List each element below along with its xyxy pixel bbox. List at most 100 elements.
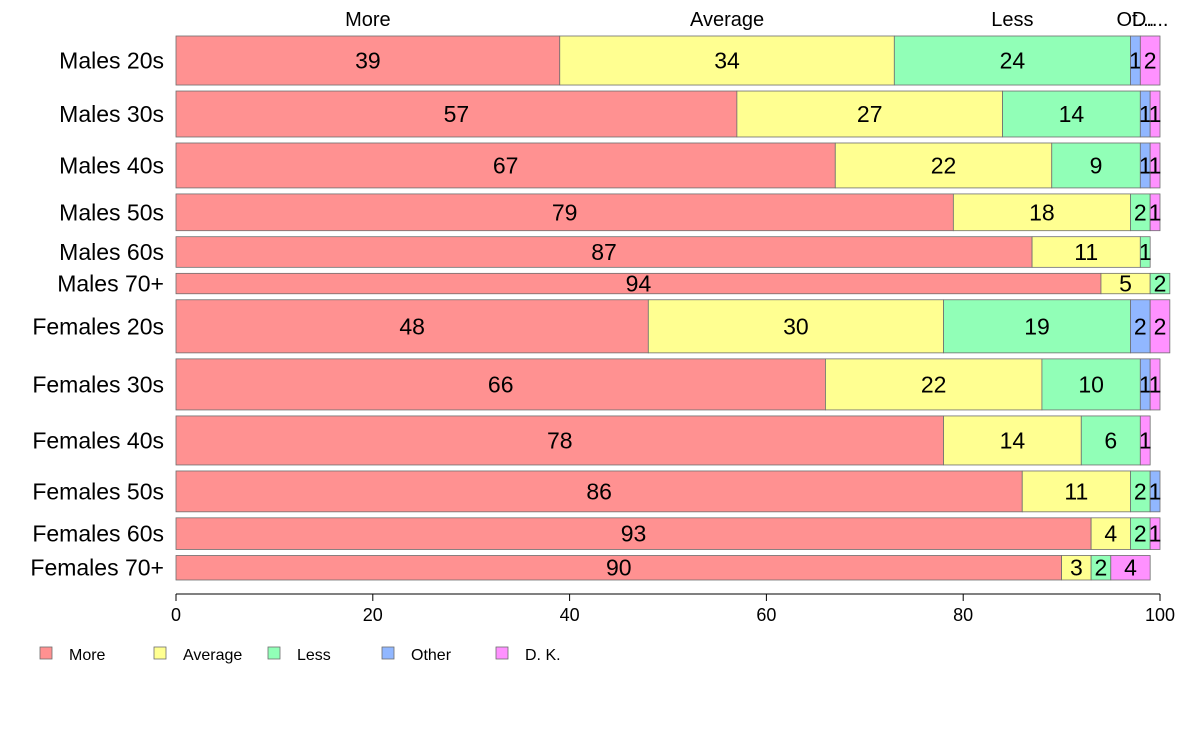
row-label-males-60s: Males 60s <box>59 239 164 265</box>
bar-segment-males-20s-average <box>559 35 895 86</box>
bar-segment-females-60s-d-k <box>1149 517 1161 550</box>
bar-segment-males-30s-d-k <box>1149 90 1161 138</box>
bar-value-label: 22 <box>921 371 947 397</box>
bar-value-label: 67 <box>493 152 519 178</box>
bar-value-label: 78 <box>547 427 573 453</box>
bar-value-label: 34 <box>714 48 740 74</box>
bar-segment-females-20s-d-k <box>1149 299 1171 354</box>
top-category-labels: More Average Less Ot...D.... <box>345 9 1168 31</box>
x-tick-label: 20 <box>363 605 383 625</box>
bar-value-label: 39 <box>355 48 381 74</box>
bar-value-label: 10 <box>1078 371 1104 397</box>
bar-value-label: 1 <box>1129 48 1142 74</box>
bar-value-label: 2 <box>1095 555 1108 581</box>
bar-segment-males-50s-more <box>175 193 954 232</box>
row-label-females-60s: Females 60s <box>32 521 164 547</box>
bar-segment-males-60s-average <box>1031 236 1141 268</box>
row-label-females-50s: Females 50s <box>32 478 164 504</box>
bar-segment-females-40s-less <box>1080 415 1141 466</box>
legend-label-other: Other <box>411 647 452 664</box>
row-label-females-30s: Females 30s <box>32 371 164 397</box>
bar-value-label: 48 <box>399 313 425 339</box>
bar-value-label: 11 <box>1064 478 1088 504</box>
bar-value-label: 1 <box>1139 371 1152 397</box>
bar-segment-males-70-less <box>1149 272 1171 295</box>
bar-value-label: 1 <box>1149 371 1162 397</box>
bar-value-label: 1 <box>1139 101 1152 127</box>
bar-value-label: 2 <box>1134 313 1147 339</box>
bar-value-label: 79 <box>552 199 578 225</box>
bar-segment-males-50s-average <box>952 193 1131 232</box>
bar-value-label: 9 <box>1090 152 1103 178</box>
bar-value-label: 2 <box>1154 313 1167 339</box>
legend-swatch-average <box>153 646 167 660</box>
bar-segment-females-20s-average <box>647 299 944 354</box>
top-label-d-k: D.... <box>1132 9 1169 31</box>
bar-value-label: 1 <box>1149 101 1162 127</box>
bar-value-label: 93 <box>621 521 647 547</box>
top-label-less: Less <box>991 9 1033 31</box>
row-label-males-20s: Males 20s <box>59 48 164 74</box>
bar-segment-males-40s-d-k <box>1149 142 1161 189</box>
x-tick-label: 40 <box>560 605 580 625</box>
bar-value-label: 1 <box>1139 152 1152 178</box>
bar-value-label: 2 <box>1134 521 1147 547</box>
bar-value-label: 57 <box>444 101 470 127</box>
bar-segment-females-70-d-k <box>1110 555 1151 581</box>
bar-segment-females-40s-average <box>943 415 1082 466</box>
bar-value-label: 30 <box>783 313 809 339</box>
bar-segment-females-30s-average <box>825 358 1043 411</box>
bar-segment-males-30s-average <box>736 90 1003 138</box>
bar-value-label: 27 <box>857 101 883 127</box>
x-axis: 0 20 40 60 80 100 <box>171 593 1175 625</box>
x-tick-label: 100 <box>1145 605 1175 625</box>
bar-value-label: 94 <box>626 271 652 297</box>
legend-swatch-more <box>39 646 53 660</box>
bar-value-label: 2 <box>1144 48 1157 74</box>
bar-segment-males-30s-less <box>1002 90 1141 138</box>
bar-segment-males-60s-less <box>1139 236 1151 268</box>
legend-label-d-k: D. K. <box>525 647 561 664</box>
bar-value-label: 1 <box>1149 199 1162 225</box>
row-label-females-40s: Females 40s <box>32 427 164 453</box>
top-label-average: Average <box>690 9 764 31</box>
bar-value-label: 2 <box>1134 199 1147 225</box>
bar-segment-males-40s-more <box>175 142 836 189</box>
bar-value-label: 22 <box>931 152 957 178</box>
row-label-males-30s: Males 30s <box>59 101 164 127</box>
legend-label-more: More <box>69 647 106 664</box>
bar-segment-females-50s-other <box>1149 470 1161 513</box>
bar-segment-females-20s-more <box>175 299 649 354</box>
bar-segment-females-40s-more <box>175 415 944 466</box>
bar-segment-females-30s-d-k <box>1149 358 1161 411</box>
bar-value-label: 5 <box>1119 271 1132 297</box>
bar-value-label: 6 <box>1104 427 1117 453</box>
x-tick-label: 0 <box>171 605 181 625</box>
bar-value-label: 4 <box>1104 521 1117 547</box>
bar-value-label: 1 <box>1149 521 1162 547</box>
x-tick-label: 60 <box>756 605 776 625</box>
legend-swatch-less <box>267 646 281 660</box>
bar-value-label: 66 <box>488 371 514 397</box>
top-label-more: More <box>345 9 391 31</box>
bar-value-label: 2 <box>1134 478 1147 504</box>
bar-value-label: 18 <box>1029 199 1055 225</box>
legend-label-less: Less <box>297 647 331 664</box>
row-label-males-70: Males 70+ <box>57 271 164 297</box>
legend: More Average Less Other D. K. <box>39 646 561 664</box>
bar-value-label: 87 <box>591 239 617 265</box>
row-label-females-70: Females 70+ <box>30 555 164 581</box>
bar-value-label: 14 <box>1000 427 1026 453</box>
row-label-males-40s: Males 40s <box>59 152 164 178</box>
bar-segment-males-40s-average <box>834 142 1053 189</box>
bar-segment-males-50s-d-k <box>1149 193 1161 232</box>
bar-value-label: 14 <box>1059 101 1085 127</box>
bar-segment-females-60s-average <box>1090 517 1131 550</box>
bar-value-label: 19 <box>1024 313 1050 339</box>
bar-value-label: 11 <box>1074 239 1098 265</box>
top-label-other: Ot... <box>1117 9 1155 31</box>
bar-value-label: 1 <box>1139 239 1152 265</box>
legend-label-average: Average <box>183 647 242 664</box>
